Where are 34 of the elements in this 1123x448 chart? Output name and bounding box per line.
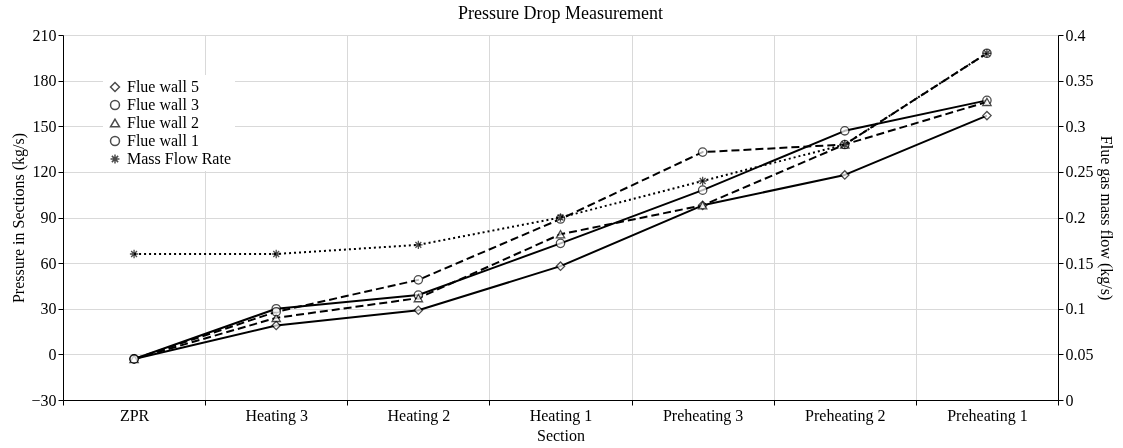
y2-tick-label: 0.4 — [1065, 26, 1086, 44]
x-tick-label: Heating 2 — [387, 406, 451, 425]
x-axis-title: Section — [537, 426, 585, 444]
y2-tick-label: 0.25 — [1065, 163, 1094, 181]
y-tick-label: 90 — [40, 209, 57, 226]
y2-axis-title: Flue gas mass flow (kg/s) — [1096, 135, 1115, 301]
legend-label: Flue wall 1 — [127, 132, 199, 149]
x-tick-label: Heating 3 — [245, 406, 309, 425]
y-tick-label: 30 — [40, 300, 57, 318]
y-axis-title: Pressure in Sections (kg/s) — [10, 132, 29, 304]
legend-label: Flue wall 5 — [127, 78, 199, 95]
y2-tick-label: 0.1 — [1065, 300, 1086, 318]
y2-tick-label: 0.2 — [1065, 209, 1086, 226]
y-tick-label: 60 — [40, 254, 57, 272]
x-tick-label: Preheating 1 — [947, 406, 1028, 425]
x-tick-label: ZPR — [119, 406, 150, 424]
x-tick-label: Preheating 3 — [662, 406, 744, 425]
legend-label: Flue wall 2 — [127, 114, 199, 131]
x-tick-label: Heating 1 — [529, 406, 593, 425]
legend-label: Flue wall 3 — [127, 96, 199, 113]
y2-tick-label: 0 — [1065, 391, 1074, 409]
y-tick-label: 0 — [48, 345, 57, 363]
y-tick-label: 180 — [32, 72, 57, 90]
legend-label: Mass Flow Rate — [127, 150, 231, 167]
y-tick-label: 150 — [32, 117, 57, 135]
y2-tick-label: 0.15 — [1065, 254, 1094, 272]
chart-title: Pressure Drop Measurement — [458, 3, 663, 23]
y-tick-label: 210 — [32, 26, 57, 44]
y2-tick-label: 0.35 — [1065, 72, 1094, 90]
y2-tick-label: 0.3 — [1065, 117, 1086, 135]
x-tick-label: Preheating 2 — [805, 406, 886, 425]
y-tick-label: −30 — [31, 391, 57, 409]
y2-tick-label: 0.05 — [1065, 345, 1094, 363]
y-tick-label: 120 — [32, 163, 57, 181]
